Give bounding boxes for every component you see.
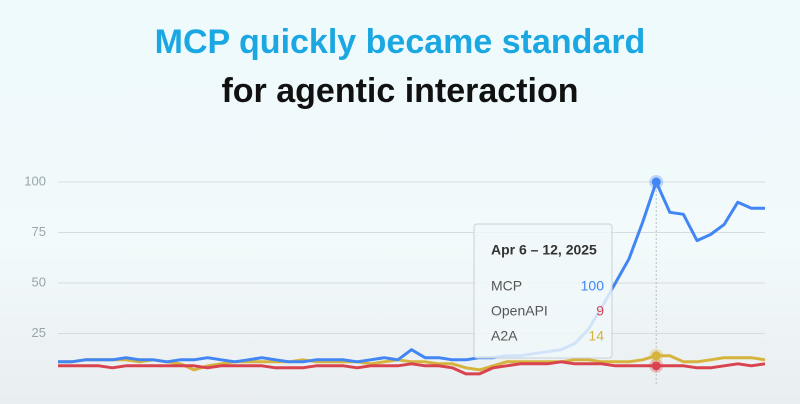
tooltip-title: Apr 6 – 12, 2025 (491, 242, 597, 258)
y-tick-label: 100 (24, 173, 46, 188)
y-tick-label: 50 (32, 274, 46, 289)
tooltip-name: MCP (491, 278, 522, 294)
y-tick-label: 75 (32, 224, 46, 239)
chart-title: MCP quickly became standard (155, 23, 646, 61)
chart-subtitle: for agentic interaction (221, 72, 578, 110)
point (651, 351, 661, 361)
series-line (58, 354, 766, 372)
series-line (58, 180, 765, 364)
y-tick-label: 25 (32, 325, 46, 340)
tooltip-name: OpenAPI (491, 303, 548, 319)
tooltip-name: A2A (491, 328, 518, 344)
tooltip-value: 14 (588, 328, 604, 344)
series-line (58, 360, 766, 376)
tooltip (473, 223, 613, 359)
tooltip-value: 9 (596, 303, 604, 319)
point (651, 361, 661, 371)
tooltip-value: 100 (581, 278, 605, 294)
point (651, 177, 661, 187)
